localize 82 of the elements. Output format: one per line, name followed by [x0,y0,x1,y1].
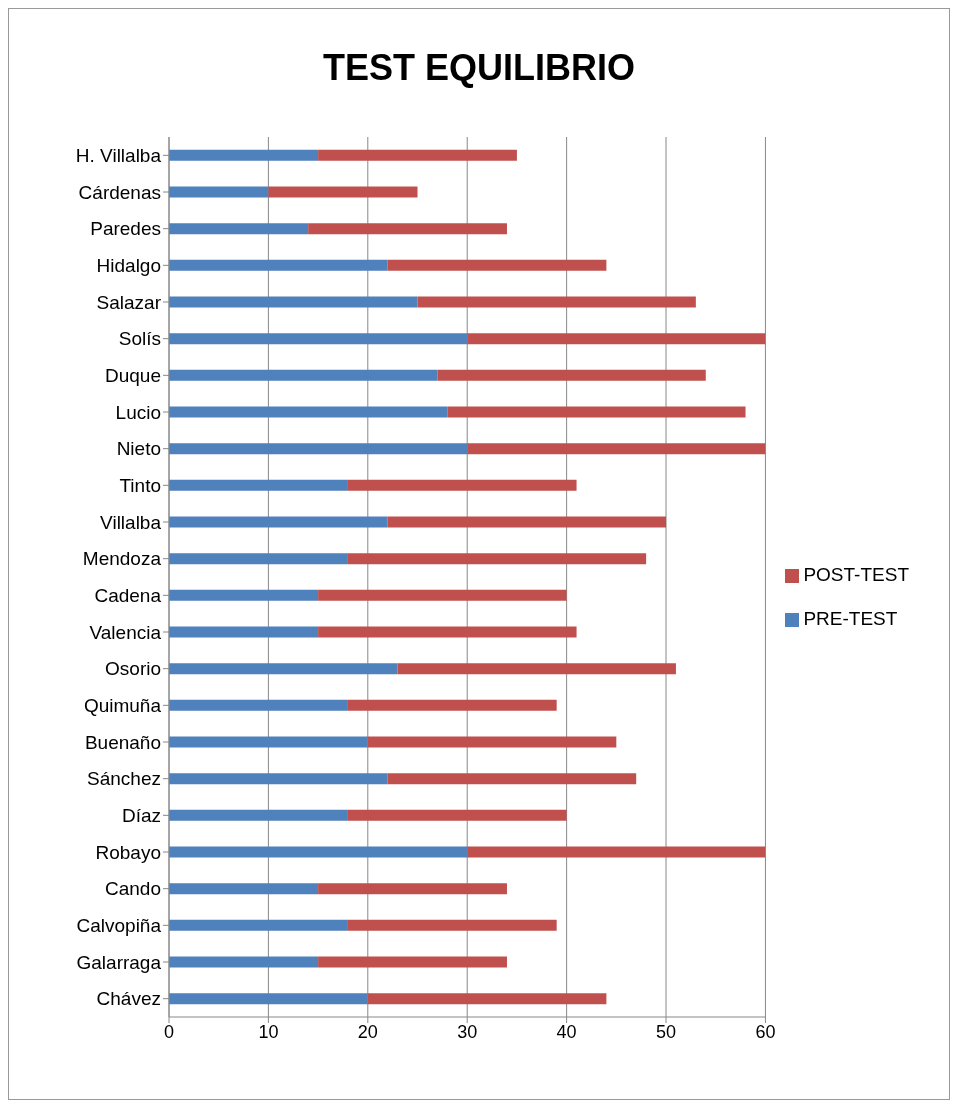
bar [308,223,507,235]
y-tick-label: Duque [105,365,161,387]
bar [169,296,418,308]
bar [347,553,647,565]
bar [467,333,766,345]
bar [387,259,607,271]
bar [467,443,766,455]
bar [318,956,507,968]
bar [169,919,348,931]
bar [169,259,388,271]
y-tick-label: Chávez [96,988,161,1010]
bar [367,736,617,748]
bar [169,553,348,565]
y-tick-label: Hidalgo [96,255,161,277]
bar [169,223,309,235]
y-tick-label: Buenaño [84,731,161,753]
y-tick-label: Lucio [115,401,161,423]
bar [318,149,517,161]
y-tick-label: Cando [105,878,161,900]
y-tick-label: Galarraga [76,951,162,973]
y-tick-label: Nieto [116,438,161,460]
y-tick-label: Villalba [100,511,162,533]
legend-label: POST-TEST [803,564,909,585]
x-tick-label: 30 [457,1021,478,1042]
y-tick-label: Osorio [105,658,161,680]
y-tick-label: Mendoza [82,548,162,570]
y-tick-label: H. Villalba [75,145,162,167]
x-tick-label: 50 [656,1021,677,1042]
bar [347,699,557,711]
bar [169,773,388,785]
bar [387,773,637,785]
bar [169,186,269,198]
bar [347,919,557,931]
y-tick-label: Salazar [96,291,162,313]
bar [417,296,696,308]
bar [169,589,319,601]
bar [169,993,368,1005]
y-tick-label: Tinto [119,475,161,497]
bar [437,369,706,381]
bar [169,516,388,528]
bar [318,883,507,895]
bar [467,846,766,858]
bar [447,406,746,418]
legend-label: PRE-TEST [803,608,898,629]
y-tick-label: Cárdenas [78,181,161,203]
bar [169,699,348,711]
bar [169,663,398,675]
x-tick-label: 60 [755,1021,776,1042]
x-tick-label: 40 [556,1021,577,1042]
bar [169,406,448,418]
bar [169,846,468,858]
bar [318,626,577,638]
x-tick-label: 10 [258,1021,279,1042]
y-tick-label: Solís [118,328,161,350]
bar [169,626,319,638]
y-tick-label: Paredes [90,218,161,240]
bar [169,333,468,345]
bar [347,809,567,821]
bar [169,956,319,968]
y-tick-label: Cadena [94,585,162,607]
bar [169,149,319,161]
bar [169,736,368,748]
y-tick-label: Valencia [89,621,162,643]
y-tick-label: Quimuña [83,695,162,717]
x-tick-label: 20 [357,1021,378,1042]
bar [169,883,319,895]
bar [169,809,348,821]
bar [347,479,577,491]
bar [387,516,667,528]
y-tick-label: Díaz [121,805,161,827]
bar [169,443,468,455]
chart-title: TEST EQUILIBRIO [322,46,636,90]
x-tick-label: 0 [163,1021,175,1042]
y-tick-label: Calvopiña [76,915,162,937]
bar [268,186,418,198]
bar [397,663,676,675]
bar [367,993,607,1005]
bar [169,479,348,491]
y-tick-label: Sánchez [87,768,161,790]
bar [318,589,567,601]
bar [169,369,438,381]
y-tick-label: Robayo [95,841,161,863]
